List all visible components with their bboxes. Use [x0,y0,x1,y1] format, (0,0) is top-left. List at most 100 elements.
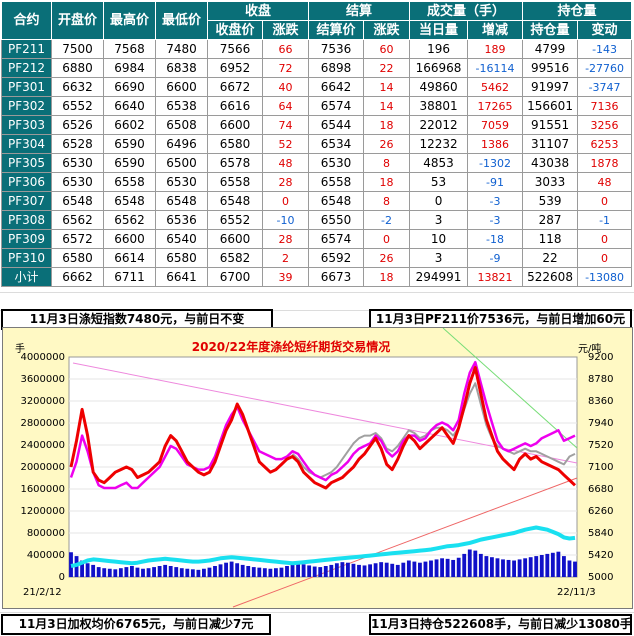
volume-bar [213,566,217,577]
cell-vol: 4853 [409,153,469,173]
volume-bar [229,561,234,577]
left-axis-unit: 手 [15,342,25,355]
cell-open: 6530 [51,172,104,192]
left-tick-label: 4000000 [20,352,65,363]
left-tick-label: 3600000 [20,374,65,385]
cell-vol: 3 [409,210,469,230]
cell-low: 6530 [155,172,208,192]
trend-line-red [232,477,578,608]
cell-settle: 6642 [308,77,365,97]
cell-vol-chg: 17265 [467,96,524,116]
cell-close-chg: 52 [261,134,310,154]
cell-vol-chg: -18 [467,229,524,249]
cell-vol-chg: 5462 [467,77,524,97]
cell-high: 6614 [103,248,156,268]
right-tick-label: 6680 [588,484,613,495]
cell-close-chg: 72 [261,58,310,78]
cell-oi-chg: 6253 [577,134,633,154]
cell-high: 6590 [103,153,156,173]
cell-settle: 7536 [308,39,365,59]
series-lines [69,360,577,568]
left-tick-label: 400000 [27,550,65,561]
table-row: PF307 6548 6548 6548 6548 0 6548 8 0 -3 539 0 [1,191,633,211]
volume-bar [490,557,494,577]
volume-bar [357,564,361,577]
series-line-red-price [69,366,577,490]
cell-contract: PF303 [1,115,52,135]
cell-contract: PF211 [1,39,52,59]
cell-oi: 287 [522,210,579,230]
cell-contract: PF310 [1,248,52,268]
header-volume-change: 增减 [467,20,524,40]
cell-settle: 6534 [308,134,365,154]
x-start-label: 21/2/12 [23,587,62,598]
cell-oi: 156601 [522,96,579,116]
cell-oi: 118 [522,229,579,249]
cell-high: 6711 [103,267,156,287]
left-tick-label: 3200000 [20,396,65,407]
cell-oi-chg: -13080 [577,267,633,287]
header-close: 收盘 [206,1,310,21]
cell-vol: 12232 [409,134,469,154]
cell-vol: 53 [409,172,469,192]
table-row: PF211 7500 7568 7480 7566 66 7536 60 196 189 4799-… [1,39,633,59]
sheet-gridline [0,612,634,613]
volume-bar [190,569,195,577]
volume-bar [80,560,84,577]
table-row: PF306 6530 6558 6530 6558 28 6558 18 53 -91 3033 48 [1,172,633,192]
volume-bar [174,567,179,577]
cell-close-chg: 0 [261,191,310,211]
cell-open: 6528 [51,134,104,154]
right-tick-label: 6260 [588,506,613,517]
volume-bar [451,559,456,577]
cell-oi: 522608 [522,267,579,287]
cell-settle: 6548 [308,191,365,211]
cell-vol-chg: -16114 [467,58,524,78]
cell-vol: 49860 [409,77,469,97]
volume-bar [445,558,450,577]
cell-oi: 31107 [522,134,579,154]
volume-bar [462,553,467,577]
cell-open: 6552 [51,96,104,116]
left-tick-label: 1600000 [20,484,65,495]
cell-low: 6838 [155,58,208,78]
cell-settle-chg: 22 [363,58,411,78]
right-tick-label: 8780 [588,374,613,385]
cell-contract: PF306 [1,172,52,192]
volume-bar [185,568,190,577]
volume-bar [528,557,533,577]
cell-high: 6602 [103,115,156,135]
cell-close: 6952 [207,58,263,78]
volume-bar [384,562,389,577]
cell-vol: 3 [409,248,469,268]
cell-settle: 6574 [308,96,365,116]
volume-bar [240,564,245,577]
volume-bar [501,559,505,577]
cell-settle-chg: 26 [363,134,411,154]
cell-close: 6600 [207,115,263,135]
cell-settle: 6530 [308,153,365,173]
volume-bar [550,552,555,577]
left-tick-label: 800000 [27,528,65,539]
volume-bar [401,562,406,577]
volume-bar [373,563,378,577]
volume-bar [418,562,422,577]
cell-settle-chg: 8 [363,153,411,173]
left-tick-label: 2800000 [20,418,65,429]
volume-bar [556,551,561,577]
cell-high: 6600 [103,229,156,249]
right-axis-unit: 元/吨 [578,342,601,355]
cell-close-chg: 74 [261,115,310,135]
cell-settle-chg: 18 [363,115,411,135]
volume-bar [567,560,572,577]
volume-bar [429,560,433,577]
series-line-magenta-price [69,360,576,490]
volume-bar [146,568,151,577]
cell-oi-chg: 0 [577,191,633,211]
cell-open: 6662 [51,267,104,287]
volume-bar [141,568,145,577]
cell-settle-chg: 60 [363,39,411,59]
cell-oi-chg: 0 [577,229,633,249]
volume-bar [235,563,240,577]
volume-bar [539,555,544,577]
